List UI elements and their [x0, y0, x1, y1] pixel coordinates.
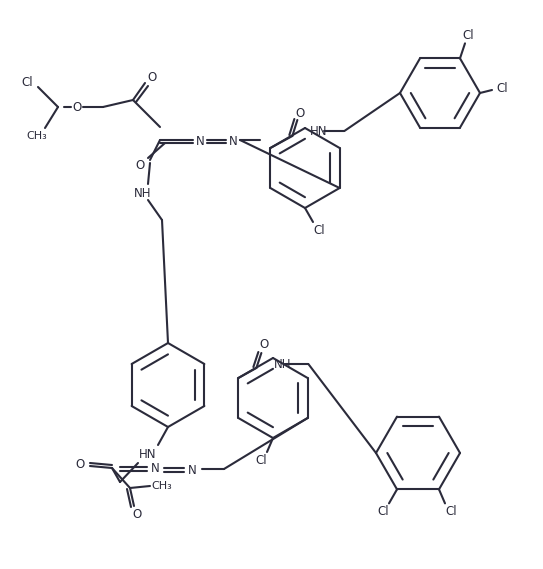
Text: HN: HN [311, 125, 328, 138]
Text: CH₃: CH₃ [27, 131, 47, 141]
Text: Cl: Cl [313, 224, 325, 237]
Text: N: N [150, 463, 160, 476]
Text: O: O [260, 339, 269, 352]
Text: Cl: Cl [255, 453, 267, 467]
Text: O: O [296, 106, 305, 119]
Text: O: O [72, 101, 81, 113]
Text: Cl: Cl [496, 81, 508, 94]
Text: N: N [188, 464, 197, 476]
Text: CH₃: CH₃ [151, 481, 172, 491]
Text: N: N [195, 134, 204, 147]
Text: NH: NH [134, 187, 151, 200]
Text: Cl: Cl [445, 505, 457, 518]
Text: HN: HN [139, 448, 157, 461]
Text: NH: NH [274, 357, 292, 370]
Text: Cl: Cl [21, 76, 33, 89]
Text: O: O [135, 159, 144, 171]
Text: O: O [147, 71, 156, 84]
Text: O: O [132, 508, 142, 521]
Text: N: N [229, 134, 237, 147]
Text: Cl: Cl [462, 29, 474, 42]
Text: Cl: Cl [377, 505, 389, 518]
Text: O: O [75, 459, 85, 472]
